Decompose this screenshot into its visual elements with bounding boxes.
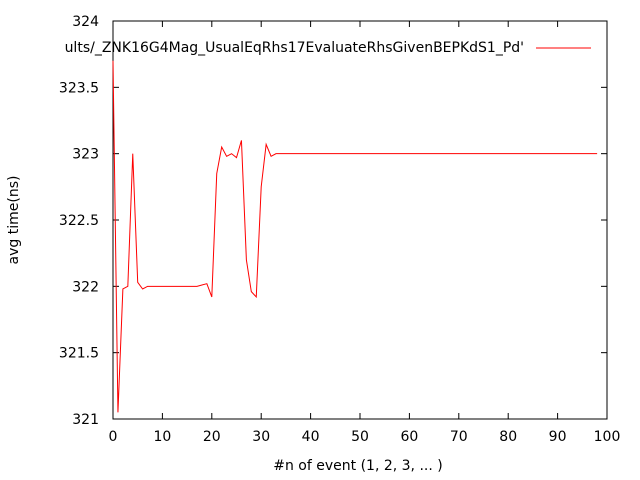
x-tick-label: 80 [499,429,517,445]
legend-label: ults/_ZNK16G4Mag_UsualEqRhs17EvaluateRhs… [65,40,524,56]
x-axis-label: #n of event (1, 2, 3, ... ) [273,458,442,474]
x-tick-label: 40 [302,429,320,445]
y-tick-label: 321 [72,412,99,428]
x-tick-label: 10 [153,429,171,445]
y-tick-label: 323 [72,147,99,163]
x-tick-label: 50 [351,429,369,445]
series-line [112,60,598,413]
x-tick-label: 20 [203,429,221,445]
y-tick-label: 323.5 [59,80,99,96]
y-tick-label: 322 [72,279,99,295]
x-tick-label: 0 [109,429,118,445]
x-tick-label: 60 [400,429,418,445]
x-tick-label: 30 [252,429,270,445]
y-tick-label: 321.5 [59,346,99,362]
y-tick-label: 322.5 [59,213,99,229]
x-tick-label: 100 [594,429,621,445]
y-tick-label: 324 [72,14,99,30]
plot-frame [112,20,608,420]
y-axis-label: avg time(ns) [6,176,22,265]
x-tick-label: 70 [450,429,468,445]
x-tick-label: 90 [549,429,567,445]
